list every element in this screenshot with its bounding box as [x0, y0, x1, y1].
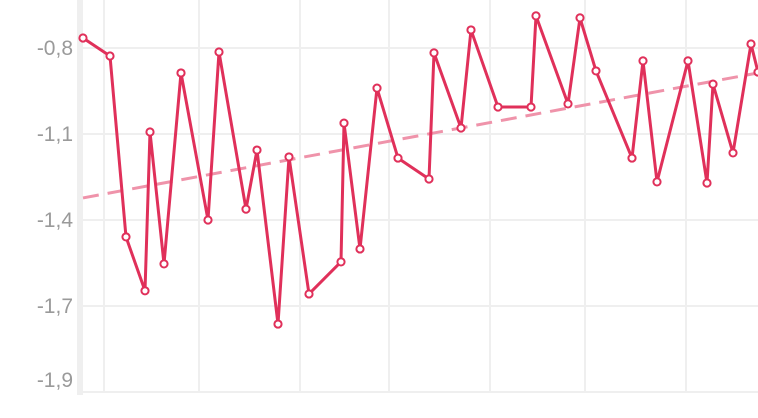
data-point — [424, 174, 434, 184]
data-point — [702, 178, 712, 188]
data-points — [78, 11, 758, 329]
y-tick-label: -1,7 — [37, 295, 73, 318]
data-point — [159, 259, 169, 269]
data-point — [145, 127, 155, 137]
data-point — [526, 102, 536, 112]
data-point — [355, 244, 365, 254]
data-point — [252, 145, 262, 155]
data-point — [105, 51, 115, 61]
y-tick-label: -1,9 — [37, 369, 73, 392]
data-point — [456, 123, 466, 133]
data-point — [339, 118, 349, 128]
y-axis-band — [77, 0, 83, 395]
data-point — [336, 257, 346, 267]
trend-line — [82, 71, 758, 200]
data-point — [575, 13, 585, 23]
data-point — [591, 66, 601, 76]
data-point — [78, 33, 88, 43]
y-tick-label: -1,4 — [37, 209, 74, 232]
data-point — [176, 68, 186, 78]
series-line — [82, 14, 758, 326]
y-tick-label: -0,8 — [37, 37, 73, 60]
data-point — [466, 25, 476, 35]
data-point — [531, 11, 541, 21]
data-point — [746, 39, 756, 49]
data-point — [140, 286, 150, 296]
data-point — [372, 83, 382, 93]
data-point — [708, 79, 718, 89]
data-point — [728, 148, 738, 158]
data-point — [652, 177, 662, 187]
data-point — [683, 56, 693, 66]
data-point — [203, 215, 213, 225]
data-point — [627, 153, 637, 163]
data-point — [273, 319, 283, 329]
data-point — [493, 102, 503, 112]
grid — [83, 0, 758, 393]
y-tick-label: -1,1 — [37, 123, 73, 146]
data-point — [393, 153, 403, 163]
y-axis-labels: -0,8 -1,1 -1,4 -1,7 -1,9 — [37, 37, 74, 392]
data-point — [638, 56, 648, 66]
data-point — [563, 99, 573, 109]
data-point — [284, 152, 294, 162]
data-point — [753, 67, 758, 77]
data-point — [429, 48, 439, 58]
data-point — [121, 232, 131, 242]
data-point — [241, 204, 251, 214]
data-point — [304, 289, 314, 299]
data-point — [214, 47, 224, 57]
